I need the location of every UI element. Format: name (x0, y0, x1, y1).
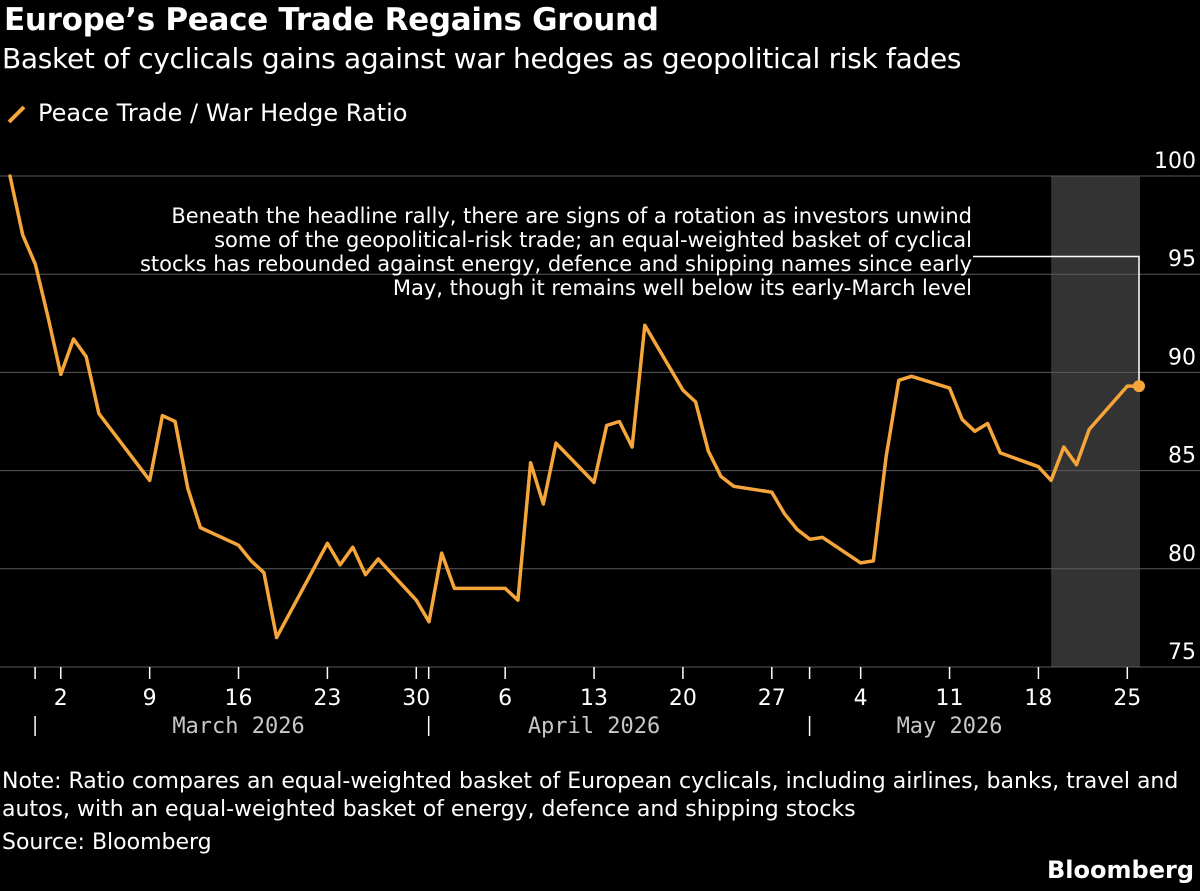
x-tick-label: 6 (498, 686, 512, 711)
y-tick-label: 95 (1168, 247, 1196, 272)
y-tick-label: 90 (1168, 345, 1196, 370)
x-tick-label: 13 (580, 686, 608, 711)
y-tick-label: 100 (1154, 149, 1196, 174)
month-label: April 2026 (528, 714, 660, 739)
bloomberg-logo: Bloomberg (1047, 856, 1194, 884)
x-tick-label: 20 (669, 686, 697, 711)
x-tick-label: 4 (854, 686, 868, 711)
x-tick-label: 23 (313, 686, 341, 711)
legend-label: Peace Trade / War Hedge Ratio (38, 99, 408, 127)
x-tick-label: 18 (1024, 686, 1052, 711)
chart-note-line-1: Note: Ratio compares an equal-weighted b… (2, 769, 1179, 794)
y-tick-label: 80 (1168, 542, 1196, 567)
annotation-text-line: Beneath the headline rally, there are si… (171, 204, 972, 228)
x-tick-label: 16 (225, 686, 253, 711)
line-swatch-icon (7, 105, 26, 124)
x-tick-label: 11 (936, 686, 964, 711)
y-tick-label: 85 (1168, 444, 1196, 469)
chart-source: Source: Bloomberg (2, 830, 212, 855)
x-tick-label: 30 (402, 686, 430, 711)
x-tick-label: 2 (54, 686, 68, 711)
x-tick-label: 27 (758, 686, 786, 711)
chart-title: Europe’s Peace Trade Regains Ground (4, 2, 659, 38)
annotation-leader-line (973, 255, 1140, 387)
x-tick-label: 25 (1113, 686, 1141, 711)
month-label: May 2026 (897, 714, 1003, 739)
chart-subtitle: Basket of cyclicals gains against war he… (2, 42, 962, 75)
last-value-marker (1133, 380, 1145, 393)
month-label: March 2026 (172, 714, 304, 739)
legend: Peace Trade / War Hedge Ratio (4, 98, 407, 128)
annotation-text-line: some of the geopolitical-risk trade; an … (214, 228, 972, 252)
y-tick-label: 75 (1168, 640, 1196, 665)
series-line-0 (8, 174, 1142, 640)
annotation-text-line: stocks has rebounded against energy, def… (140, 252, 972, 276)
annotation-text-line: May, though it remains well below its ea… (393, 276, 972, 300)
x-tick-label: 9 (143, 686, 157, 711)
chart-note-line-2: autos, with an equal-weighted basket of … (2, 797, 856, 822)
